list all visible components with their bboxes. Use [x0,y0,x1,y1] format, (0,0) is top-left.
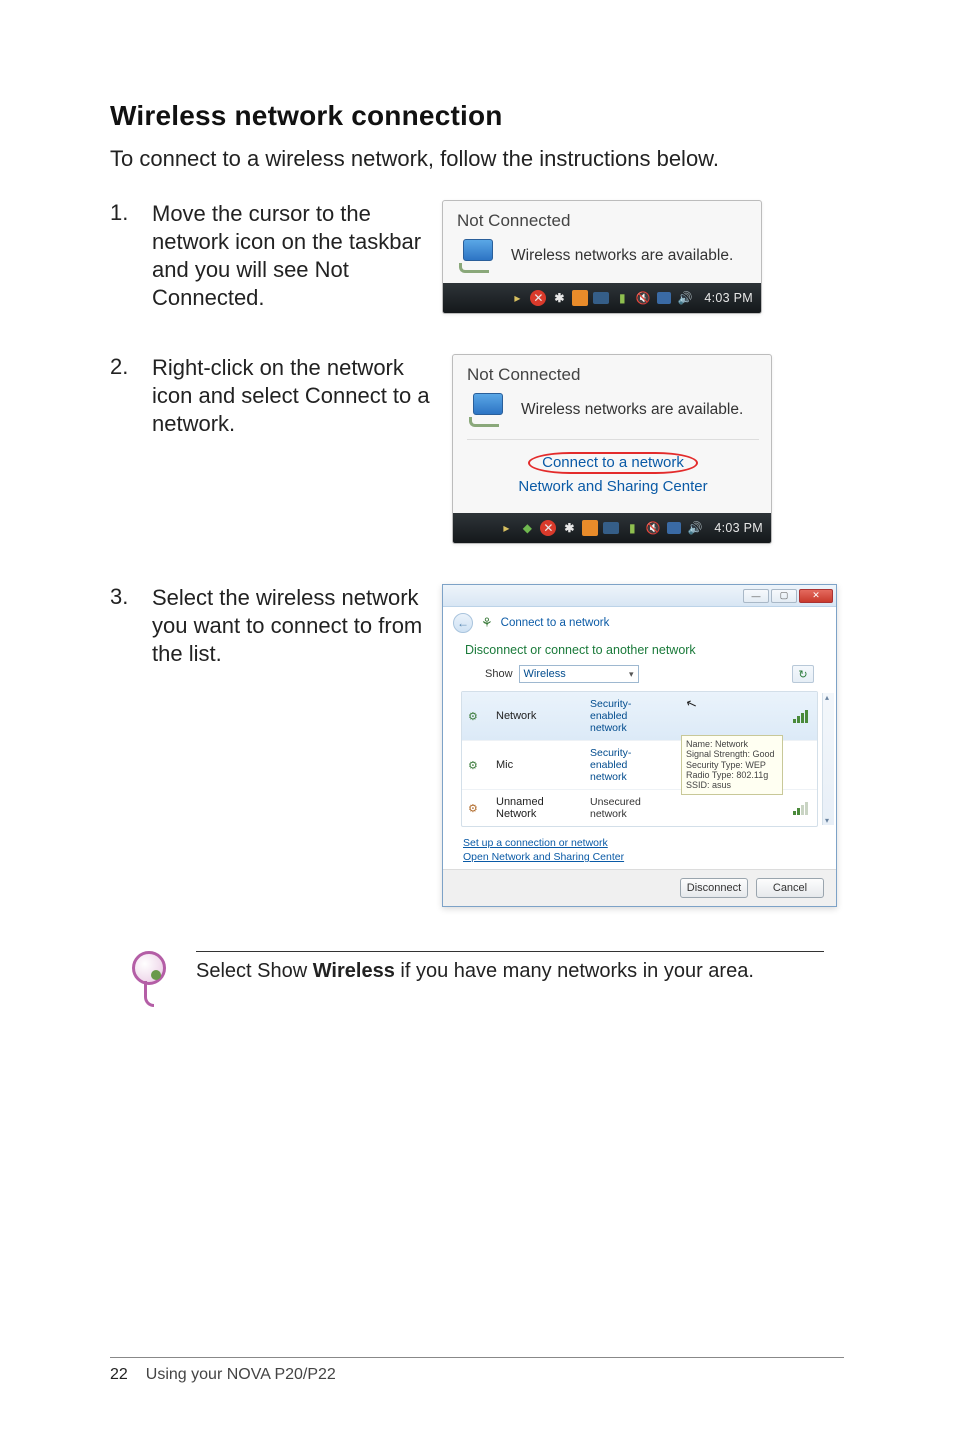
step-1: 1. Move the cursor to the network icon o… [110,200,844,314]
network-list: ⚙ Network Security-enabled network ↖ ⚙ M… [461,691,818,827]
refresh-button[interactable]: ↻ [792,665,814,683]
page-footer: 22 Using your NOVA P20/P22 [110,1357,844,1384]
dialog-connect-network: — ▢ ✕ ← ⚘ Connect to a network Disconnec… [442,584,837,907]
lang-tray-icon[interactable] [593,292,609,304]
step-text: Right-click on the network icon and sele… [152,354,452,438]
popup-not-connected-2: Not Connected Wireless networks are avai… [452,354,772,544]
bluetooth-icon[interactable]: ✱ [561,520,577,536]
tray-icon[interactable]: ▸ [498,520,514,536]
network-icon [467,391,511,429]
close-button[interactable]: ✕ [799,589,833,603]
menu-connect-network[interactable]: Connect to a network [528,450,698,476]
show-select[interactable]: Wireless ▾ [519,665,639,683]
footer-title: Using your NOVA P20/P22 [146,1366,336,1384]
step-2: 2. Right-click on the network icon and s… [110,354,844,544]
bluetooth-icon[interactable]: ✱ [551,290,567,306]
chevron-down-icon: ▾ [629,669,634,680]
cancel-button[interactable]: Cancel [756,878,824,898]
wifi-icon: ⚙ [468,710,492,723]
step-text: Select the wireless network you want to … [152,584,442,668]
dialog-instruction: Disconnect or connect to another network [443,639,836,665]
show-label: Show [485,668,513,680]
popup-not-connected-1: Not Connected Wireless networks are avai… [442,200,762,314]
intro-text: To connect to a wireless network, follow… [110,146,844,172]
network-icon [457,237,501,275]
network-row[interactable]: ⚙ Network Security-enabled network ↖ [462,692,817,741]
close-tray-icon[interactable]: ✕ [540,520,556,536]
media-tray-icon[interactable] [572,290,588,306]
dialog-titlebar: — ▢ ✕ [443,585,836,607]
lang-tray-icon[interactable] [603,522,619,534]
tip-icon [128,951,172,1009]
battery-tray-icon[interactable]: ▮ [614,290,630,306]
cursor-icon: ↖ [684,695,700,714]
highlight-oval: Connect to a network [528,452,698,474]
popup-message: Wireless networks are available. [511,247,733,265]
volume-mute-icon[interactable]: 🔇 [635,290,651,306]
media-tray-icon[interactable] [582,520,598,536]
step-3: 3. Select the wireless network you want … [110,584,844,907]
context-menu: Connect to a network Network and Sharing… [467,440,759,505]
tip-note: Select Show Wireless if you have many ne… [128,951,844,1009]
back-button[interactable]: ← [453,613,473,633]
network-row[interactable]: ⚙ Mic Security-enabled network Name: Net… [462,741,817,790]
dialog-heading: Connect to a network [501,617,610,629]
tray-icon[interactable]: ▸ [509,290,525,306]
step-number: 2. [110,354,152,380]
taskbar-time: 4:03 PM [704,291,753,305]
shield-tray-icon[interactable]: ◆ [519,520,535,536]
volume-icon[interactable]: 🔊 [687,520,703,536]
page-number: 22 [110,1366,128,1384]
dialog-links: Set up a connection or network Open Netw… [443,827,836,869]
step-text: Move the cursor to the network icon on t… [152,200,442,313]
step-number: 3. [110,584,152,610]
volume-icon[interactable]: 🔊 [677,290,693,306]
monitor-tray-icon[interactable] [666,520,682,536]
monitor-tray-icon[interactable] [656,290,672,306]
network-glyph-icon: ⚘ [481,615,493,631]
step-number: 1. [110,200,152,226]
menu-sharing-center[interactable]: Network and Sharing Center [467,476,759,497]
network-row[interactable]: ⚙ Unnamed Network Unsecured network [462,790,817,826]
dialog-footer: Disconnect Cancel [443,869,836,906]
network-name: Unnamed Network [496,796,586,820]
network-security: Security-enabled network [590,747,661,783]
signal-icon [793,709,811,723]
signal-icon [793,801,811,815]
link-sharing-center[interactable]: Open Network and Sharing Center [463,851,816,863]
wifi-icon: ⚙ [468,759,492,772]
taskbar-time: 4:03 PM [714,521,763,535]
popup-title: Not Connected [457,211,749,231]
volume-mute-icon[interactable]: 🔇 [645,520,661,536]
network-name: Network [496,710,586,722]
popup-message: Wireless networks are available. [521,401,743,419]
scrollbar[interactable]: ▴▾ [822,693,834,825]
taskbar: ▸ ◆ ✕ ✱ ▮ 🔇 🔊 4:03 PM [453,513,771,543]
network-name: Mic [496,759,586,771]
close-tray-icon[interactable]: ✕ [530,290,546,306]
network-tooltip: Name: Network Signal Strength: Good Secu… [681,735,783,795]
show-select-value: Wireless [524,668,566,680]
battery-tray-icon[interactable]: ▮ [624,520,640,536]
section-heading: Wireless network connection [110,100,844,132]
minimize-button[interactable]: — [743,589,769,603]
wifi-icon: ⚙ [468,802,492,815]
link-setup-connection[interactable]: Set up a connection or network [463,837,816,849]
popup-title: Not Connected [467,365,759,385]
network-security: Security-enabled network [590,698,661,734]
network-security: Unsecured network [590,796,661,820]
maximize-button[interactable]: ▢ [771,589,797,603]
disconnect-button[interactable]: Disconnect [680,878,748,898]
tip-text: Select Show Wireless if you have many ne… [196,951,824,985]
taskbar: ▸ ✕ ✱ ▮ 🔇 🔊 4:03 PM [443,283,761,313]
